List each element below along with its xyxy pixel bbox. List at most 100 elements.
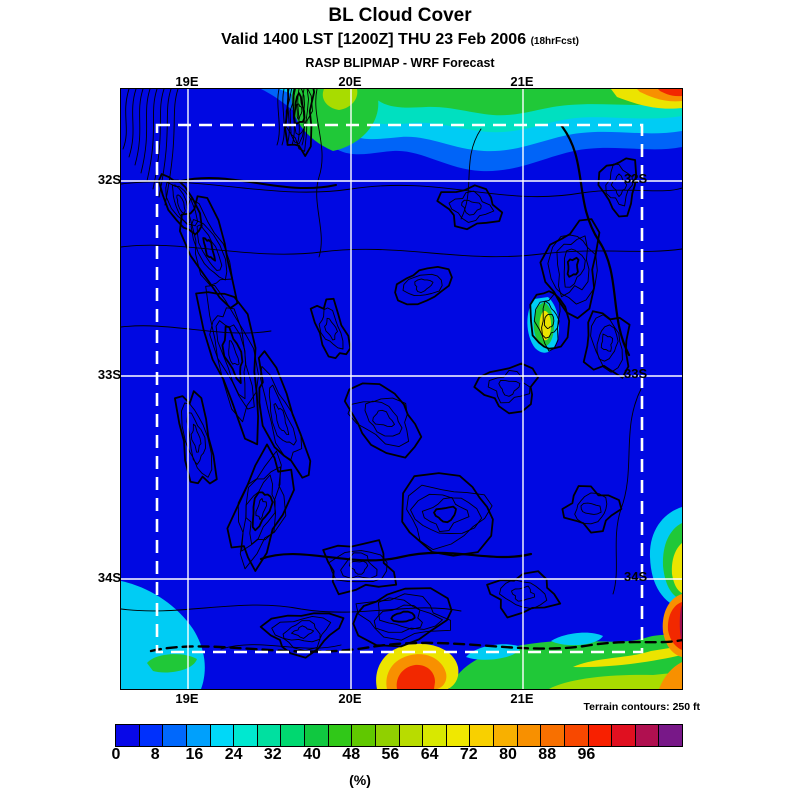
colorbar-tick: 80 [499, 746, 517, 763]
terrain-contour [196, 224, 223, 271]
terrain-contour [186, 412, 207, 465]
terrain-contour [122, 89, 130, 150]
map-background [121, 89, 682, 689]
colorbar-cell [563, 725, 588, 746]
terrain-contour [164, 89, 179, 206]
cloud-region [679, 605, 682, 643]
colorbar-cell [540, 725, 564, 746]
cloud-region [396, 664, 435, 689]
terrain-contour [414, 278, 434, 294]
colorbar-cell [374, 725, 399, 746]
terrain-contour [547, 234, 598, 305]
terrain-contour [324, 317, 338, 341]
terrain-contour [146, 89, 158, 182]
colorbar-tick: 40 [303, 746, 321, 763]
terrain-contour [340, 552, 378, 579]
valid-time-subtitle: Valid 1400 LST [1200Z] THU 23 Feb 2006 (… [0, 31, 800, 49]
colorbar-cell [162, 725, 186, 746]
cloud-region [147, 654, 197, 673]
terrain-contour [563, 248, 586, 288]
terrain-contour [390, 610, 416, 623]
terrain-contour [378, 604, 423, 630]
terrain-contour [394, 266, 453, 306]
lat-label-left: 33S [97, 367, 121, 382]
terrain-contour [402, 273, 443, 297]
terrain-contour [259, 612, 345, 659]
forecast-hour-note: (18hrFcst) [530, 36, 579, 47]
colorbar-cell [138, 725, 163, 746]
colorbar-cell [611, 725, 635, 746]
terrain-contour [245, 474, 276, 545]
terrain-contour [190, 423, 202, 453]
terrain-contour [600, 333, 614, 352]
terrain-contour [121, 181, 682, 198]
terrain-contour [541, 300, 560, 339]
terrain-contour [590, 314, 623, 373]
terrain-contour [293, 92, 306, 125]
page-title: BL Cloud Cover [328, 5, 472, 26]
colorbar-unit-label: (%) [349, 772, 371, 788]
terrain-contour [296, 89, 300, 146]
terrain-contour [406, 484, 493, 551]
colorbar-cell [304, 725, 328, 746]
colorbar-tick: 32 [263, 746, 282, 763]
colorbar-cell [351, 725, 375, 746]
lon-label-top: 20E [338, 74, 362, 89]
terrain-contour [597, 157, 637, 218]
colorbar-cell [116, 725, 139, 746]
terrain-contour [511, 585, 536, 602]
terrain-contour [486, 570, 562, 619]
terrain-contour [221, 325, 244, 384]
terrain-contour [195, 291, 259, 446]
colorbar-cell [256, 725, 281, 746]
terrain-contour [436, 184, 504, 231]
colorbar-cell [398, 725, 423, 746]
model-subtitle: RASP BLIPMAP - WRF Forecast [305, 56, 495, 70]
cloud-region [326, 89, 682, 116]
terrain-contour [448, 190, 495, 223]
terrain-contour [257, 350, 312, 479]
colorbar-tick: 96 [577, 746, 596, 763]
colorbar-tick: 8 [150, 746, 160, 763]
lat-label-right: 34S [624, 569, 648, 584]
terrain-contour [349, 560, 369, 575]
terrain-contour [121, 604, 462, 613]
lat-label-right: 33S [624, 366, 648, 381]
terrain-contour [309, 297, 352, 359]
valid-time-text: Valid 1400 LST [1200Z] THU 23 Feb 2006 [221, 31, 527, 48]
lat-label-left: 32S [97, 172, 121, 187]
terrain-contour [284, 89, 315, 157]
coast-contour [149, 638, 682, 653]
colorbar-cell [634, 725, 659, 746]
terrain-contour [220, 644, 342, 650]
terrain-contour [268, 384, 297, 446]
terrain-contour [251, 491, 274, 532]
colorbar-cell [516, 725, 541, 746]
terrain-contour [128, 89, 137, 158]
terrain-contour [596, 324, 619, 362]
terrain-contour [498, 379, 521, 397]
terrain-contour [140, 89, 151, 174]
colorbar-cell [185, 725, 210, 746]
terrain-contour [176, 194, 186, 214]
terrain-contour [291, 625, 315, 639]
terrain-contour [605, 163, 633, 207]
lat-label-left: 34S [97, 570, 121, 585]
terrain-contour [566, 256, 580, 278]
terrain-contour [273, 403, 290, 436]
terrain-contour [559, 123, 631, 357]
terrain-contour [286, 89, 290, 146]
terrain-contour [318, 307, 344, 350]
terrain-contour [582, 310, 631, 379]
terrain-contour [179, 195, 239, 309]
terrain-contour [271, 615, 332, 652]
colorbar-cell [209, 725, 234, 746]
terrain-contour [289, 89, 309, 145]
terrain-cloud-plot [121, 89, 682, 689]
terrain-contour [355, 593, 451, 641]
terrain-contour [296, 103, 303, 120]
terrain-contour [352, 587, 453, 648]
colorbar-cell [327, 725, 352, 746]
terrain-contour [121, 325, 272, 334]
colorbar-cell [233, 725, 257, 746]
